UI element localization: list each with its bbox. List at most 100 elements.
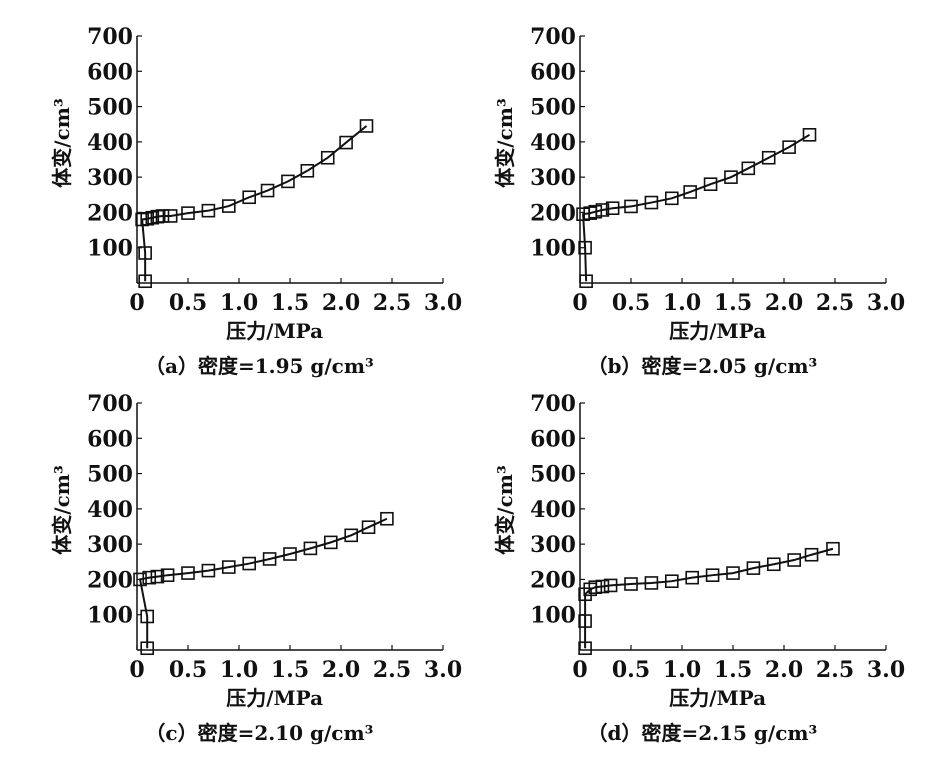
data-point	[644, 576, 659, 590]
data-point	[380, 511, 394, 526]
data-point	[222, 560, 236, 574]
y-tick-label: 300	[87, 165, 133, 191]
data-point	[588, 580, 603, 594]
subplot-caption: （b）密度=2.05 g/cm³	[587, 354, 817, 378]
data-point	[605, 201, 620, 215]
series-line	[584, 547, 834, 649]
data-point	[181, 566, 195, 580]
data-point	[705, 568, 720, 582]
y-tick-label: 400	[530, 130, 576, 156]
data-point	[145, 210, 160, 225]
y-axis-label: 体变/cm³	[50, 465, 74, 554]
x-tick-label: 2.5	[373, 290, 411, 316]
x-tick-label: 2.0	[322, 290, 360, 316]
data-point	[201, 203, 216, 218]
data-point	[359, 119, 374, 133]
data-point	[160, 568, 175, 582]
y-tick-label: 200	[530, 567, 576, 593]
y-tick-label: 700	[530, 391, 576, 417]
x-tick-label: 2.0	[765, 657, 803, 683]
data-point	[339, 135, 353, 150]
data-point	[140, 211, 154, 226]
data-point	[746, 561, 761, 575]
data-point	[303, 541, 318, 556]
data-point	[683, 185, 697, 199]
data-point	[283, 547, 297, 561]
x-tick-label: 3.0	[867, 290, 905, 316]
y-axis-label: 体变/cm³	[493, 465, 517, 554]
y-tick-label: 200	[87, 567, 133, 593]
data-point	[726, 566, 740, 580]
data-point	[344, 528, 359, 543]
data-point	[201, 563, 216, 578]
data-point	[138, 246, 152, 260]
x-tick-label: 3.0	[424, 657, 462, 683]
data-point	[163, 209, 178, 223]
y-tick-label: 300	[530, 165, 576, 191]
y-tick-label: 700	[530, 24, 576, 50]
x-tick-label: 0.5	[169, 657, 207, 683]
x-tick-label: 1.5	[714, 290, 752, 316]
data-point	[140, 609, 154, 624]
data-point	[787, 553, 802, 567]
x-tick-label: 1.0	[220, 657, 258, 683]
data-point	[624, 199, 638, 214]
x-tick-label: 1.0	[220, 290, 258, 316]
data-point	[281, 174, 295, 189]
x-axis-label: 压力/MPa	[669, 319, 766, 343]
y-tick-label: 400	[530, 497, 576, 523]
data-point	[595, 203, 610, 217]
y-tick-label: 500	[87, 462, 133, 488]
data-point	[150, 569, 165, 584]
data-point	[804, 547, 819, 562]
data-point	[260, 183, 275, 198]
data-point	[703, 177, 718, 191]
subplot-c: 0 0.5 1.0 1.5 2.0 2.5 3.0 100 200 300 400 500 600 700…	[50, 391, 462, 745]
x-tick-label: 0	[572, 290, 587, 316]
x-tick-label: 1.5	[714, 657, 752, 683]
x-tick-label: 1.0	[663, 290, 701, 316]
y-tick-label: 600	[87, 59, 133, 85]
x-tick-label: 0.5	[169, 290, 207, 316]
x-axis-label: 压力/MPa	[226, 686, 323, 710]
data-point	[242, 556, 256, 571]
y-tick-label: 400	[87, 497, 133, 523]
y-tick-label: 300	[530, 532, 576, 558]
data-point	[802, 128, 817, 142]
data-point	[578, 641, 592, 656]
subplot-caption: （c）密度=2.10 g/cm³	[145, 721, 373, 745]
x-tick-label: 3.0	[867, 657, 905, 683]
data-point	[664, 191, 679, 206]
y-tick-label: 600	[530, 59, 576, 85]
data-point	[140, 641, 154, 656]
x-tick-label: 2.0	[322, 657, 360, 683]
y-tick-label: 500	[530, 462, 576, 488]
subplot-d: 0 0.5 1.0 1.5 2.0 2.5 3.0 100 200 300 400 500 600 700…	[493, 391, 905, 745]
data-point	[644, 195, 659, 210]
data-point	[320, 150, 335, 165]
data-point	[578, 240, 592, 255]
subplot-caption: （d）密度=2.15 g/cm³	[587, 721, 817, 745]
data-point	[181, 206, 195, 220]
y-tick-label: 200	[530, 200, 576, 226]
x-tick-label: 0.5	[612, 657, 650, 683]
x-tick-label: 2.5	[373, 657, 411, 683]
data-point	[242, 190, 256, 205]
data-point	[222, 199, 236, 213]
data-point	[579, 274, 593, 289]
y-tick-label: 400	[87, 130, 133, 156]
y-tick-label: 300	[87, 532, 133, 558]
data-point	[361, 520, 376, 535]
x-tick-label: 0	[129, 657, 144, 683]
data-point	[578, 587, 592, 602]
y-tick-label: 100	[87, 236, 133, 262]
y-tick-label: 100	[87, 603, 133, 629]
x-tick-label: 1.0	[663, 657, 701, 683]
data-point	[724, 170, 738, 184]
x-tick-label: 2.5	[816, 657, 854, 683]
series-line	[138, 517, 388, 649]
data-point	[741, 161, 756, 176]
x-tick-label: 1.5	[271, 290, 309, 316]
y-axis-label: 体变/cm³	[50, 98, 74, 187]
